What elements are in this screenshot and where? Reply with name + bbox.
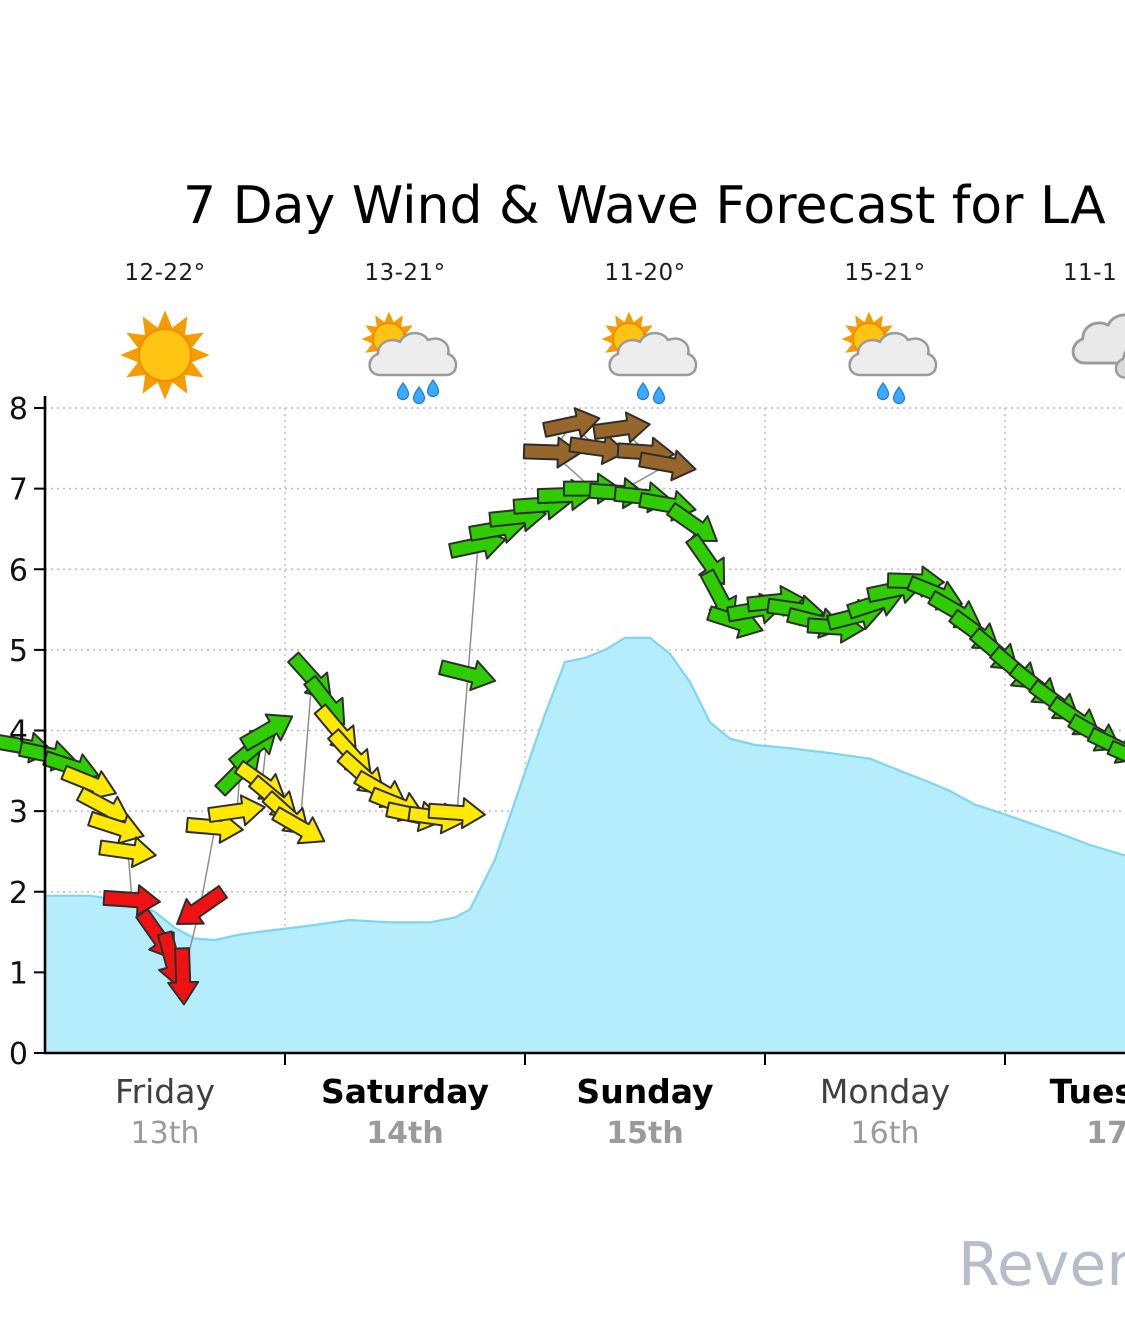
weather-icon-sun — [105, 300, 225, 410]
wind-arrow — [542, 407, 601, 439]
wind-arrow — [87, 810, 145, 845]
y-axis-label: 3 — [9, 795, 28, 830]
day-label: Friday 13th — [115, 1072, 215, 1151]
watermark-text: Rever — [958, 1230, 1125, 1300]
wind-arrow — [638, 449, 697, 482]
day-temp: 11-20° — [604, 260, 686, 286]
axes: 0 1 2 3 4 5 6 7 8 — [9, 392, 1125, 1072]
weather-icon-sun-cloud-rain — [585, 300, 705, 410]
sun-cloud-rain-icon — [601, 311, 698, 405]
day-name: Friday — [114, 1072, 216, 1111]
day-name: Saturday — [321, 1072, 489, 1111]
day-date: 15th — [606, 1116, 684, 1151]
wind-arrow — [176, 885, 228, 925]
wave-area — [45, 636, 1125, 1053]
day-label: Monday 16th — [820, 1072, 950, 1151]
wind-arrow — [167, 947, 200, 1006]
day-date: 14th — [366, 1116, 444, 1151]
day-name: Monday — [819, 1072, 951, 1111]
wind-arrow — [1106, 739, 1125, 776]
sun-cloud-rain-icon — [841, 311, 938, 405]
y-axis-label: 0 — [9, 1037, 28, 1072]
day-temp: 11-1 — [1063, 260, 1118, 286]
weather-icon-sun-rain — [345, 300, 465, 410]
day-label: Tuesday 17th — [1050, 1072, 1125, 1151]
page-title: 7 Day Wind & Wave Forecast for LA — [183, 176, 1106, 236]
wind-arrow — [271, 806, 326, 845]
cloudy-icon — [1071, 313, 1125, 379]
sunny-icon — [120, 310, 210, 400]
wind-arrow — [60, 764, 117, 801]
day-label: Saturday 14th — [321, 1072, 489, 1151]
sun-rain-icon — [361, 311, 458, 405]
y-axis-label: 6 — [9, 553, 28, 588]
weather-icon-sun-cloud-rain — [825, 300, 945, 410]
wind-arrow — [568, 433, 627, 465]
y-axis-label: 4 — [9, 715, 28, 750]
weather-icon-clouds — [1065, 300, 1125, 410]
day-name: Tuesday — [1049, 1072, 1125, 1111]
wind-arrow — [207, 794, 266, 827]
wind-arrow — [438, 659, 497, 692]
day-temp: 15-21° — [844, 260, 926, 286]
day-temp: 12-22° — [124, 260, 206, 286]
wind-arrow — [427, 797, 486, 830]
day-temp: 13-21° — [364, 260, 446, 286]
wind-arrow — [522, 436, 581, 469]
wind-arrow — [592, 411, 651, 444]
wind-arrow — [102, 884, 161, 917]
wind-arrow — [666, 502, 718, 542]
y-axis-label: 5 — [9, 634, 28, 669]
day-date: 13th — [130, 1116, 200, 1151]
day-label: Sunday 15th — [576, 1072, 713, 1151]
y-axis-label: 2 — [9, 876, 28, 911]
y-axis-label: 1 — [9, 956, 28, 991]
day-date: 16th — [850, 1116, 920, 1151]
day-name: Sunday — [576, 1072, 714, 1111]
y-axis-label: 7 — [9, 473, 28, 508]
day-date: 17th — [1086, 1116, 1125, 1151]
wind-arrow — [239, 713, 294, 752]
wind-arrow — [98, 836, 157, 869]
wind-arrows — [0, 407, 1125, 1006]
y-axis-label: 8 — [9, 392, 28, 427]
